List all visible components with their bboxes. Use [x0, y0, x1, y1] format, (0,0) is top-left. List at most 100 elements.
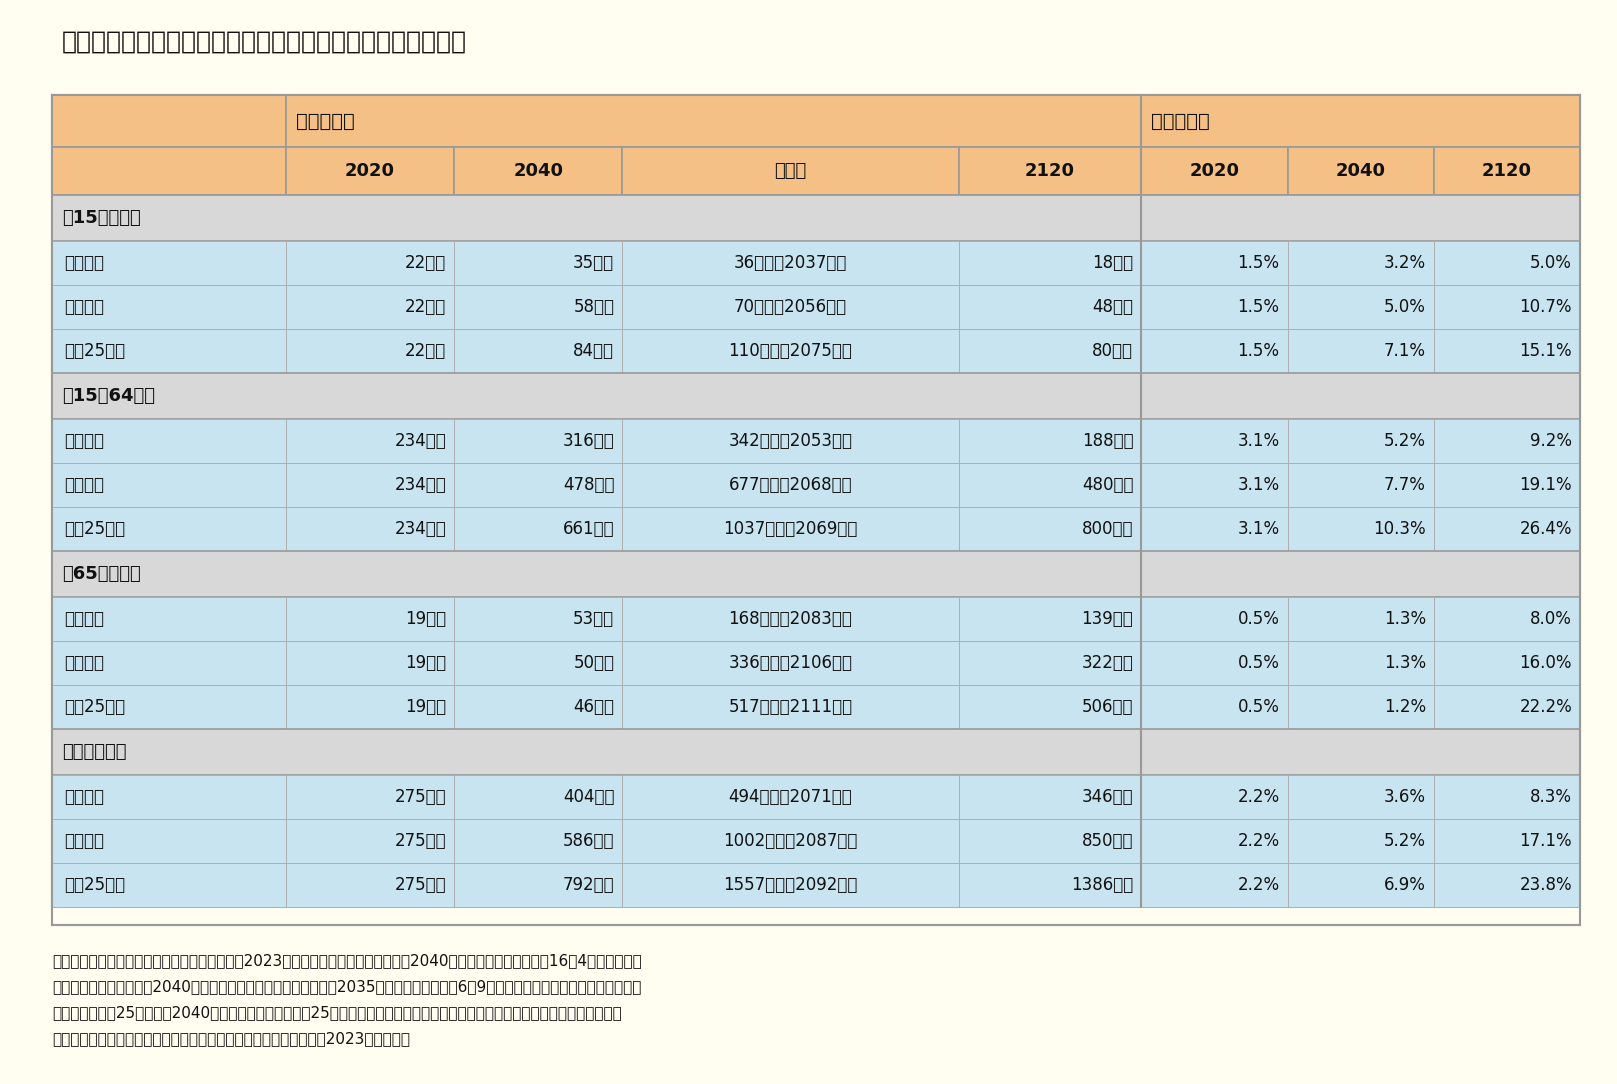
Text: 中位推計: 中位推計	[65, 298, 103, 317]
Text: 2120: 2120	[1481, 162, 1531, 180]
Bar	[1287, 685, 1434, 730]
Text: 26.4%: 26.4%	[1520, 520, 1572, 538]
Text: 8.3%: 8.3%	[1530, 788, 1572, 806]
Bar	[52, 95, 286, 147]
Text: 342万人（2053年）: 342万人（2053年）	[728, 433, 852, 450]
Text: 1.3%: 1.3%	[1384, 610, 1426, 628]
Bar	[52, 775, 286, 820]
Text: 80万人: 80万人	[1093, 341, 1134, 360]
Bar	[1142, 463, 1287, 507]
Bar	[52, 730, 1580, 775]
Text: 【65歳以上】: 【65歳以上】	[61, 565, 141, 583]
Bar	[1434, 685, 1580, 730]
Text: 外国人比率: 外国人比率	[1151, 112, 1210, 130]
Text: 5.0%: 5.0%	[1384, 298, 1426, 317]
Text: 1557万人（2092年）: 1557万人（2092年）	[723, 876, 857, 894]
Text: 110万人（2075年）: 110万人（2075年）	[729, 341, 852, 360]
Bar	[454, 863, 623, 907]
Bar	[1287, 597, 1434, 641]
Text: 478万人: 478万人	[563, 476, 614, 494]
Text: 1.3%: 1.3%	[1384, 654, 1426, 672]
Bar	[1287, 507, 1434, 551]
Bar	[1287, 285, 1434, 330]
Bar	[1287, 641, 1434, 685]
Bar	[52, 373, 1580, 420]
Text: 517万人（2111年）: 517万人（2111年）	[728, 698, 852, 717]
Text: 中位推計: 中位推計	[65, 833, 103, 850]
Text: 19万人: 19万人	[404, 610, 446, 628]
Bar	[1287, 775, 1434, 820]
Bar	[1287, 330, 1434, 373]
Bar	[286, 241, 454, 285]
Text: 【全年齢計】: 【全年齢計】	[61, 743, 126, 761]
Text: 22万人: 22万人	[404, 341, 446, 360]
Text: 3.6%: 3.6%	[1384, 788, 1426, 806]
Bar	[1287, 241, 1434, 285]
Text: 中位推計: 中位推計	[65, 654, 103, 672]
Bar	[454, 330, 623, 373]
Text: 2.2%: 2.2%	[1237, 833, 1279, 850]
Bar	[623, 507, 959, 551]
Text: 流入25万人: 流入25万人	[65, 698, 125, 717]
Bar	[52, 641, 286, 685]
Text: 流入25万人: 流入25万人	[65, 876, 125, 894]
Text: 流入据置は、2040年の外国人入国超過数を前回推計の2035年時点と同じ水準（6．9万人）と仮定した条件付推計の結果。: 流入据置は、2040年の外国人入国超過数を前回推計の2035年時点と同じ水準（6…	[52, 979, 642, 994]
Text: 流入据置: 流入据置	[65, 788, 103, 806]
Bar	[454, 463, 623, 507]
Text: 139万人: 139万人	[1082, 610, 1134, 628]
Bar	[52, 195, 1580, 241]
Bar	[454, 775, 623, 820]
Bar	[623, 775, 959, 820]
Text: 234万人: 234万人	[395, 520, 446, 538]
Text: 70万人（2056年）: 70万人（2056年）	[734, 298, 847, 317]
Bar	[52, 420, 286, 463]
Bar	[1142, 820, 1287, 863]
Text: 【15〜64歳】: 【15〜64歳】	[61, 387, 155, 405]
Bar	[959, 507, 1142, 551]
Text: 46万人: 46万人	[574, 698, 614, 717]
Bar	[286, 507, 454, 551]
Bar	[52, 95, 1580, 907]
Bar	[1287, 863, 1434, 907]
Bar	[1287, 420, 1434, 463]
Bar	[1434, 641, 1580, 685]
Text: 0.5%: 0.5%	[1237, 698, 1279, 717]
Bar	[1434, 463, 1580, 507]
Text: 494万人（2071年）: 494万人（2071年）	[729, 788, 852, 806]
Text: 234万人: 234万人	[395, 476, 446, 494]
Bar	[1434, 420, 1580, 463]
Text: 流入25万人: 流入25万人	[65, 520, 125, 538]
Text: 1.5%: 1.5%	[1237, 254, 1279, 272]
Text: 234万人: 234万人	[395, 433, 446, 450]
Bar	[1287, 463, 1434, 507]
Bar	[1434, 241, 1580, 285]
Text: （資料）　国立社会保障・人口問題研究所「日本の将来推計人口（2023年推計）」: （資料） 国立社会保障・人口問題研究所「日本の将来推計人口（2023年推計）」	[52, 1031, 411, 1046]
Text: 50万人: 50万人	[574, 654, 614, 672]
Bar	[959, 685, 1142, 730]
Text: 流入据置: 流入据置	[65, 610, 103, 628]
Text: 流入据置: 流入据置	[65, 254, 103, 272]
Bar	[1142, 147, 1287, 195]
Text: 19万人: 19万人	[404, 654, 446, 672]
Bar	[52, 597, 286, 641]
Bar	[52, 685, 286, 730]
Text: 1.5%: 1.5%	[1237, 341, 1279, 360]
Bar	[52, 285, 286, 330]
Text: 188万人: 188万人	[1082, 433, 1134, 450]
Text: 8.0%: 8.0%	[1530, 610, 1572, 628]
Text: 0.5%: 0.5%	[1237, 610, 1279, 628]
Text: 2020: 2020	[344, 162, 395, 180]
Bar	[1434, 775, 1580, 820]
Text: 58万人: 58万人	[574, 298, 614, 317]
Text: 275万人: 275万人	[395, 788, 446, 806]
Bar	[623, 420, 959, 463]
Text: 2.2%: 2.2%	[1237, 876, 1279, 894]
Bar	[1434, 330, 1580, 373]
Bar	[959, 241, 1142, 285]
Text: 661万人: 661万人	[563, 520, 614, 538]
Text: 22万人: 22万人	[404, 298, 446, 317]
Text: 1037万人（2069年）: 1037万人（2069年）	[723, 520, 857, 538]
Text: 流入据置: 流入据置	[65, 433, 103, 450]
Text: 5.2%: 5.2%	[1384, 833, 1426, 850]
Bar	[52, 507, 286, 551]
